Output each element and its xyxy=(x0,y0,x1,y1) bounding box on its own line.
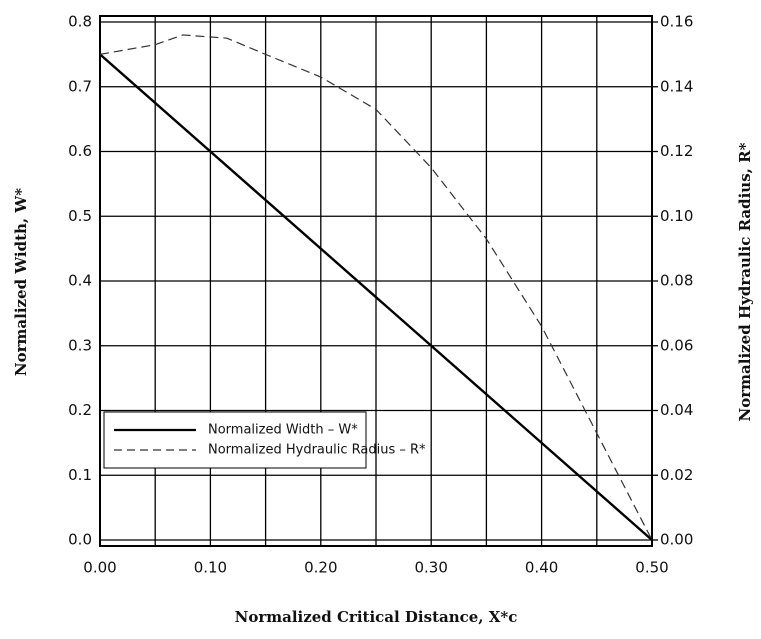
x-tick-label: 0.30 xyxy=(414,559,447,577)
y2-tick-label: 0.12 xyxy=(660,142,693,160)
y-tick-label: 0.0 xyxy=(68,531,92,549)
y2-tick-label: 0.16 xyxy=(660,13,693,31)
x-tick-label: 0.10 xyxy=(194,559,227,577)
y2-tick-label: 0.06 xyxy=(660,336,693,354)
x-tick-label: 0.50 xyxy=(635,559,668,577)
y2-tick-label: 0.14 xyxy=(660,77,693,95)
y-tick-label: 0.7 xyxy=(68,77,92,95)
y-tick-label: 0.3 xyxy=(68,336,92,354)
y-tick-label: 0.6 xyxy=(68,142,92,160)
x-tick-label: 0.00 xyxy=(83,559,116,577)
y-tick-label: 0.1 xyxy=(68,466,92,484)
y2-tick-label: 0.02 xyxy=(660,466,693,484)
data-line xyxy=(99,53,653,541)
y-axis-title: Normalized Width, W* xyxy=(12,188,30,376)
y-tick-label: 0.2 xyxy=(68,401,92,419)
y-tick-label: 0.5 xyxy=(68,207,92,225)
y2-tick-label: 0.00 xyxy=(660,531,693,549)
y2-axis-title: Normalized Hydraulic Radius, R* xyxy=(736,142,754,421)
legend-label: Normalized Hydraulic Radius – R* xyxy=(208,443,426,458)
data-line xyxy=(99,34,653,541)
y2-tick-label: 0.10 xyxy=(660,207,693,225)
y2-tick-label: 0.04 xyxy=(660,401,693,419)
legend-label: Normalized Width – W* xyxy=(208,423,358,438)
y-tick-label: 0.8 xyxy=(68,13,92,31)
y-tick-label: 0.4 xyxy=(68,272,92,290)
legend-box xyxy=(103,411,367,469)
x-axis-title: Normalized Critical Distance, X*c xyxy=(235,608,518,626)
x-tick-label: 0.20 xyxy=(304,559,337,577)
x-tick-label: 0.40 xyxy=(525,559,558,577)
y2-tick-label: 0.08 xyxy=(660,272,693,290)
